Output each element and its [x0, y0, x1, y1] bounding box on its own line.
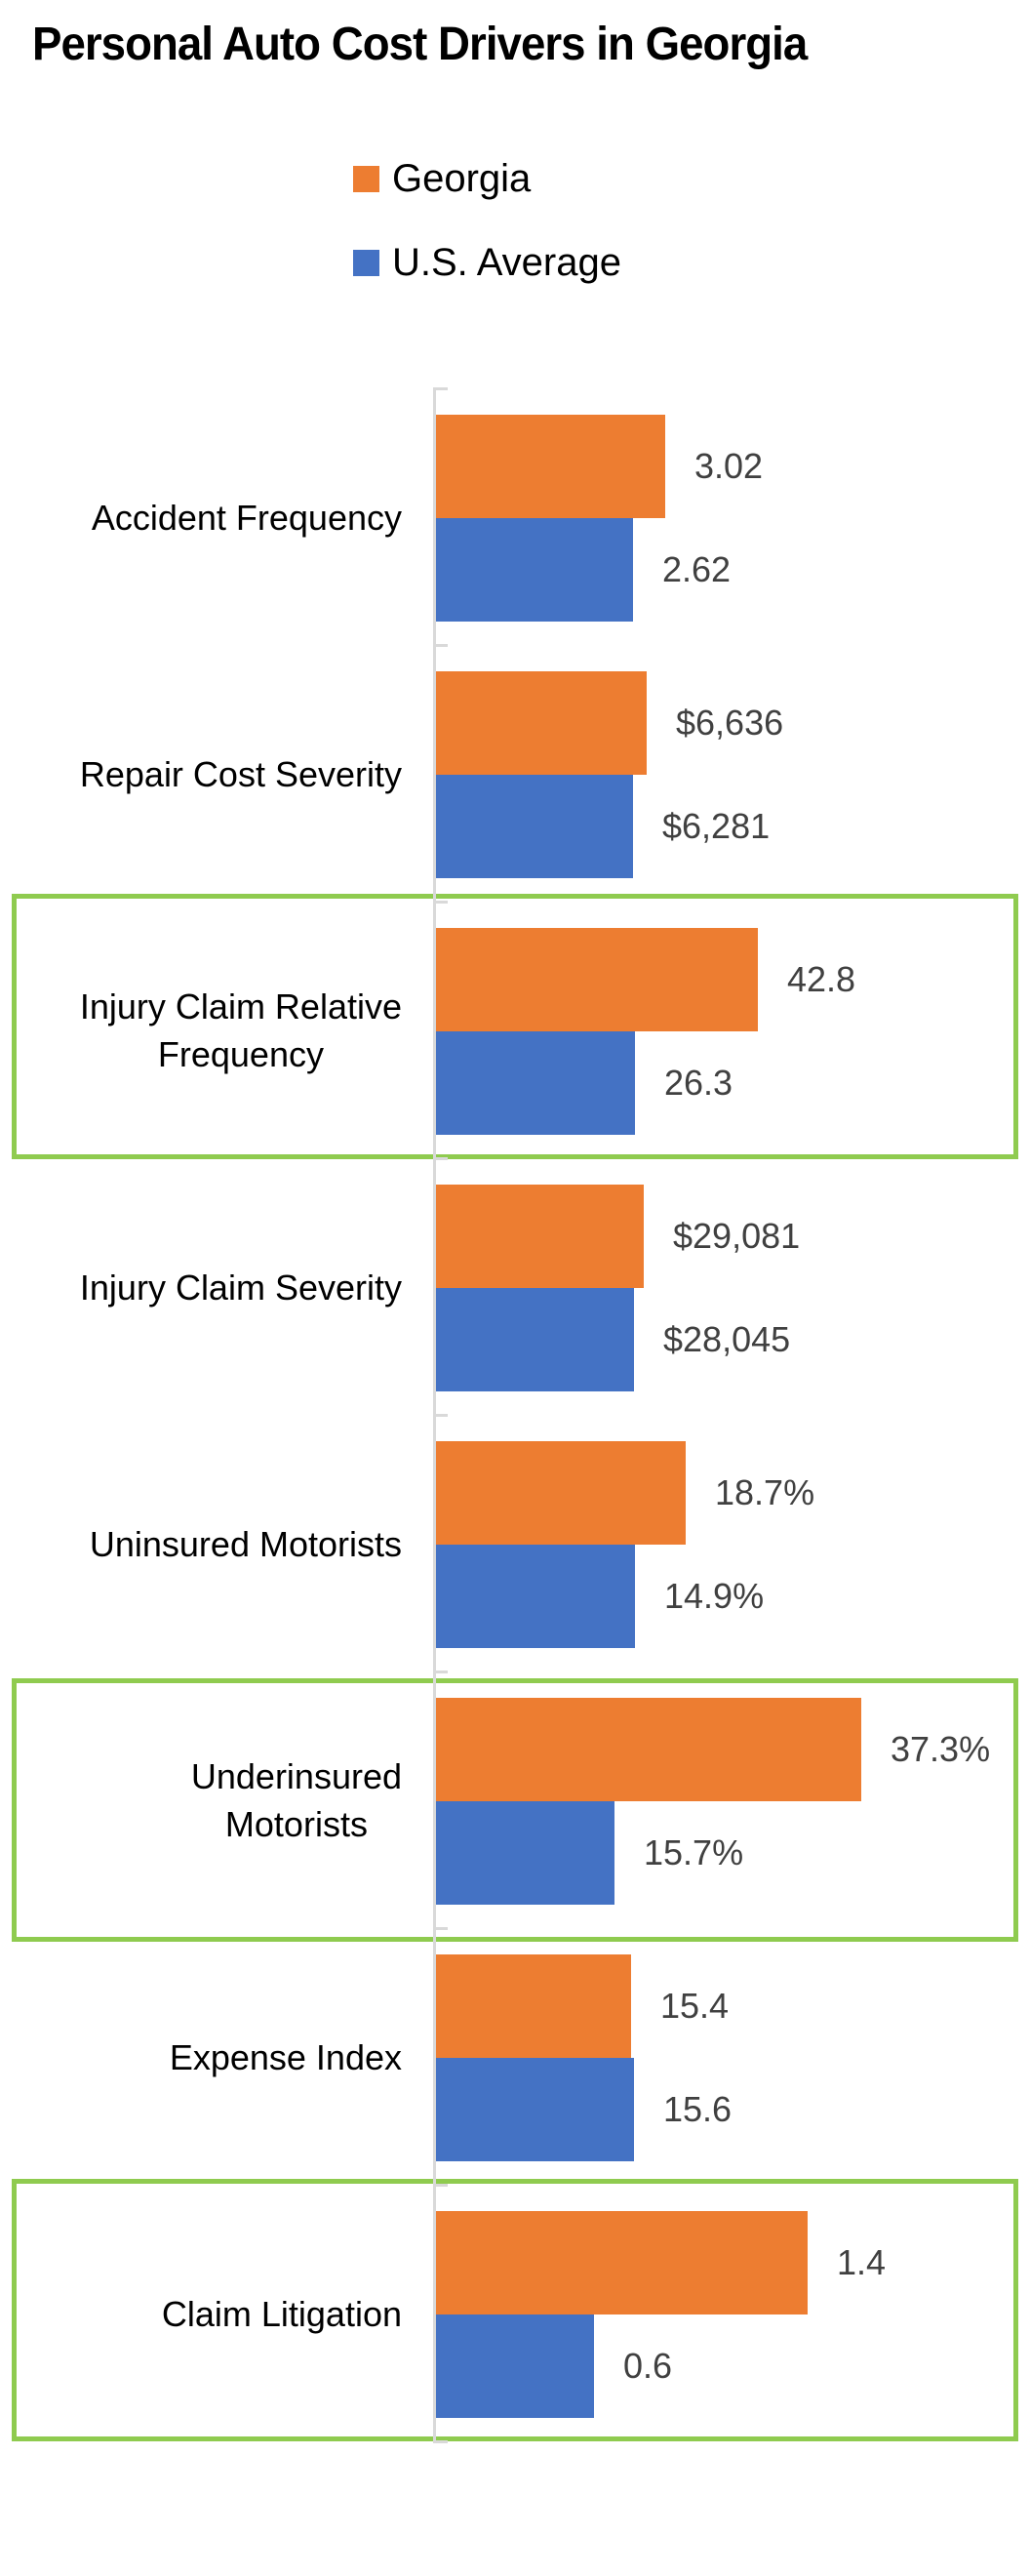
axis-tick [433, 2440, 448, 2443]
legend-label-us-average: U.S. Average [392, 241, 621, 284]
axis-tick [433, 1414, 448, 1417]
axis-tick [433, 1927, 448, 1930]
category-label-text: Expense Index [169, 2036, 402, 2077]
bar-us-average-expense-index [436, 2058, 634, 2161]
category-label-text: Injury Claim Relative Frequency [79, 986, 402, 1074]
value-label-us-average-injury-claim-severity: $28,045 [663, 1319, 791, 1359]
value-label-us-average-uninsured-motorists: 14.9% [664, 1576, 765, 1616]
category-label-accident-frequency: Accident Frequency [0, 415, 402, 622]
legend-item-us-average: U.S. Average [353, 241, 621, 285]
bar-georgia-claim-litigation [436, 2211, 808, 2314]
value-label-georgia-underinsured-motorists: 37.3% [891, 1729, 991, 1769]
bar-georgia-uninsured-motorists [436, 1441, 686, 1545]
axis-tick [433, 387, 448, 390]
bar-georgia-accident-frequency [436, 415, 665, 518]
category-label-injury-claim-severity: Injury Claim Severity [0, 1185, 402, 1391]
bar-us-average-accident-frequency [436, 518, 633, 622]
bar-georgia-repair-cost-severity [436, 671, 647, 775]
category-label-text: Accident Frequency [91, 497, 402, 538]
bar-georgia-injury-claim-relative-frequency [436, 928, 758, 1031]
category-label-repair-cost-severity: Repair Cost Severity [0, 671, 402, 878]
category-label-underinsured-motorists: Underinsured Motorists [0, 1698, 402, 1905]
value-label-georgia-injury-claim-severity: $29,081 [673, 1216, 801, 1256]
value-label-georgia-claim-litigation: 1.4 [837, 2242, 887, 2282]
bar-georgia-underinsured-motorists [436, 1698, 861, 1801]
axis-tick [433, 1157, 448, 1160]
legend-label-georgia: Georgia [392, 157, 532, 200]
legend-item-georgia: Georgia [353, 157, 531, 201]
axis-tick [433, 1670, 448, 1673]
bar-us-average-repair-cost-severity [436, 775, 633, 878]
value-label-us-average-underinsured-motorists: 15.7% [644, 1832, 744, 1872]
category-label-text: Uninsured Motorists [89, 1523, 402, 1564]
bar-us-average-underinsured-motorists [436, 1801, 614, 1905]
highlight-box-claim-litigation [12, 2179, 1018, 2441]
value-label-georgia-repair-cost-severity: $6,636 [676, 703, 784, 743]
value-label-georgia-accident-frequency: 3.02 [694, 446, 764, 486]
value-label-georgia-injury-claim-relative-frequency: 42.8 [787, 959, 856, 999]
value-label-us-average-injury-claim-relative-frequency: 26.3 [664, 1063, 733, 1103]
axis-tick [433, 901, 448, 904]
georgia-legend-swatch-icon [353, 166, 379, 192]
category-label-text: Injury Claim Severity [79, 1267, 402, 1308]
category-label-uninsured-motorists: Uninsured Motorists [0, 1441, 402, 1648]
value-label-us-average-claim-litigation: 0.6 [623, 2346, 673, 2386]
value-label-georgia-uninsured-motorists: 18.7% [715, 1472, 815, 1512]
category-label-injury-claim-relative-frequency: Injury Claim Relative Frequency [0, 928, 402, 1135]
category-label-text: Underinsured Motorists [190, 1756, 402, 1844]
bar-us-average-uninsured-motorists [436, 1545, 635, 1648]
category-label-text: Repair Cost Severity [79, 753, 402, 794]
value-label-us-average-expense-index: 15.6 [663, 2089, 733, 2129]
highlight-box-underinsured-motorists [12, 1678, 1018, 1942]
category-label-claim-litigation: Claim Litigation [0, 2211, 402, 2418]
value-label-georgia-expense-index: 15.4 [660, 1986, 730, 2026]
bar-us-average-injury-claim-relative-frequency [436, 1031, 635, 1135]
axis-tick [433, 2184, 448, 2187]
axis-tick [433, 644, 448, 647]
bar-georgia-expense-index [436, 1954, 631, 2058]
category-label-text: Claim Litigation [161, 2293, 402, 2334]
category-label-expense-index: Expense Index [0, 1954, 402, 2161]
us-average-legend-swatch-icon [353, 250, 379, 276]
chart-title: Personal Auto Cost Drivers in Georgia [32, 19, 808, 70]
highlight-box-injury-claim-relative-frequency [12, 894, 1018, 1159]
value-label-us-average-repair-cost-severity: $6,281 [662, 806, 771, 846]
bar-us-average-claim-litigation [436, 2314, 594, 2418]
bar-us-average-injury-claim-severity [436, 1288, 634, 1391]
value-label-us-average-accident-frequency: 2.62 [662, 549, 732, 589]
bar-georgia-injury-claim-severity [436, 1185, 644, 1288]
